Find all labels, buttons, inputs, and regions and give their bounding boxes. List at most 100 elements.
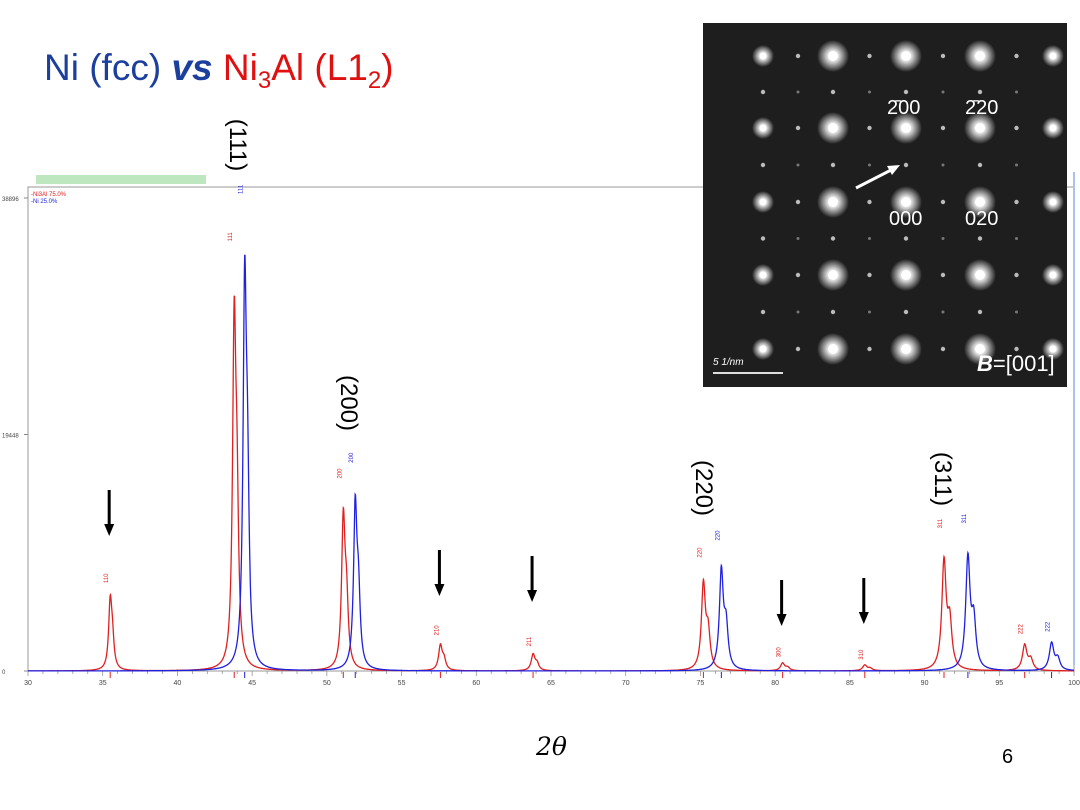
peak-label-220: (220) <box>690 459 718 517</box>
arrow-head <box>527 590 538 602</box>
x-tick-label: 65 <box>547 680 555 687</box>
spot-core <box>901 344 911 354</box>
superlattice-spot <box>941 310 945 314</box>
peak-label-200: (200) <box>335 374 363 432</box>
x-tick-label: 85 <box>846 680 854 687</box>
peak-index-label: 210 <box>434 625 440 636</box>
x-tick-label: 30 <box>24 680 32 687</box>
spot-core <box>828 51 838 61</box>
x-tick-label: 40 <box>174 680 182 687</box>
spot-core <box>828 123 838 133</box>
superlattice-spot <box>940 125 946 131</box>
arrow-head <box>104 524 115 536</box>
peak-label-311: (311) <box>929 451 957 507</box>
superlattice-arrows <box>104 490 869 626</box>
x-tick-label: 95 <box>995 680 1003 687</box>
x-tick-label: 75 <box>697 680 705 687</box>
spot-core <box>759 52 767 60</box>
superlattice-spot <box>868 90 871 94</box>
superlattice-spot <box>941 237 945 240</box>
superlattice-spot <box>795 272 801 278</box>
superlattice-spot <box>795 346 801 352</box>
x-tick-label: 80 <box>771 680 779 687</box>
spot-core <box>759 124 767 132</box>
superlattice-spot <box>796 163 800 167</box>
superlattice-spot <box>977 89 983 95</box>
peak-index-label: 111 <box>239 184 245 194</box>
peak-index-label: 222 <box>1046 621 1052 632</box>
y-tick-label: 19448 <box>2 434 19 440</box>
superlattice-spot <box>868 237 871 240</box>
legend: -Ni3Al 75.0%-Ni 25.0% <box>31 192 67 205</box>
superlattice-spot <box>1014 125 1019 131</box>
spot-core <box>1049 198 1057 206</box>
superlattice-spot <box>796 237 800 240</box>
spot-label-020: 020 <box>965 208 999 230</box>
spot-label-000: 000 <box>889 208 923 230</box>
spot-core <box>828 270 838 280</box>
superlattice-spot <box>830 236 836 241</box>
spot-core <box>901 197 911 207</box>
superlattice-spot <box>941 163 945 167</box>
superlattice-spot <box>977 236 983 241</box>
superlattice-spot <box>940 272 946 278</box>
superlattice-spot <box>903 309 909 315</box>
peak-index-label: 300 <box>777 647 783 658</box>
superlattice-spot <box>830 89 836 95</box>
y-tick-label: 38896 <box>2 197 19 203</box>
peak-index-label: 111 <box>228 232 234 242</box>
x-tick-label: 70 <box>622 680 630 687</box>
peak-index-label: 200 <box>349 452 355 463</box>
spot-core <box>901 270 911 280</box>
series-line <box>28 254 1074 672</box>
superlattice-spot <box>760 162 766 168</box>
superlattice-spot-arrow <box>855 166 896 190</box>
superlattice-spot <box>868 310 871 314</box>
spot-core <box>759 271 767 279</box>
superlattice-spot <box>1015 163 1018 167</box>
spot-core <box>975 270 985 280</box>
superlattice-spot <box>867 53 872 59</box>
peak-position-markers <box>109 672 1053 678</box>
superlattice-spot <box>1014 272 1019 278</box>
spot-core <box>975 51 985 61</box>
peak-index-label: 222 <box>1019 623 1025 634</box>
legend-entry: -Ni3Al 75.0% <box>31 192 67 198</box>
superlattice-spot <box>1014 53 1019 59</box>
superlattice-spot <box>796 90 800 94</box>
spot-core <box>1049 124 1057 132</box>
superlattice-spot <box>977 309 983 315</box>
zone-axis-label: B=[001] <box>977 351 1055 376</box>
superlattice-spot <box>830 309 836 315</box>
x-axis-label: 2θ <box>536 732 567 761</box>
superlattice-spot <box>795 125 801 131</box>
spot-core <box>828 344 838 354</box>
x-tick-label: 60 <box>472 680 480 687</box>
superlattice-spot <box>867 272 872 278</box>
spot-core <box>828 197 838 207</box>
superlattice-spot <box>1015 310 1018 314</box>
diffraction-spots <box>713 40 1064 374</box>
arrow-head <box>887 165 900 175</box>
arrow-head <box>776 614 787 626</box>
superlattice-spot <box>940 199 946 205</box>
scale-bar-label: 5 1/nm <box>713 357 744 368</box>
superlattice-spot <box>903 236 909 241</box>
superlattice-spot <box>1014 199 1019 205</box>
spot-core <box>1049 271 1057 279</box>
x-tick-label: 90 <box>921 680 929 687</box>
page-number: 6 <box>1002 746 1014 768</box>
superlattice-spot <box>867 199 872 205</box>
peak-index-label: 110 <box>104 573 110 583</box>
superlattice-spot <box>903 162 909 168</box>
y-axis-ticks: 0 19448 38896 <box>2 197 28 676</box>
superlattice-spot <box>796 310 800 314</box>
x-tick-label: 55 <box>398 680 406 687</box>
superlattice-spot <box>760 89 766 95</box>
spot-core <box>975 123 985 133</box>
arrow-head <box>434 584 445 596</box>
superlattice-spot <box>940 346 946 352</box>
spot-core <box>759 345 767 353</box>
x-tick-label: 100 <box>1068 680 1080 687</box>
